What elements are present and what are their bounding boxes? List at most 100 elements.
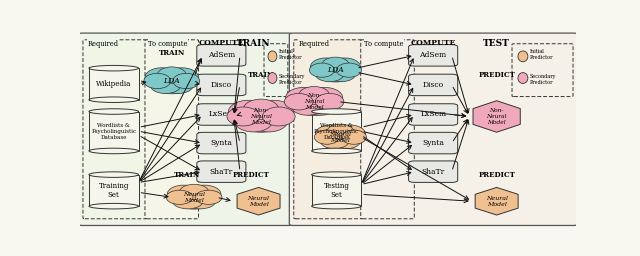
- FancyBboxPatch shape: [312, 175, 361, 206]
- Text: TRAIN: TRAIN: [248, 71, 274, 79]
- Text: LxSem: LxSem: [208, 111, 234, 119]
- Ellipse shape: [243, 99, 279, 120]
- Ellipse shape: [89, 172, 138, 177]
- Text: COMPUTE: COMPUTE: [410, 39, 456, 47]
- Text: LxSem: LxSem: [420, 111, 446, 119]
- Text: LDA: LDA: [327, 66, 344, 74]
- Ellipse shape: [195, 190, 222, 204]
- FancyBboxPatch shape: [89, 112, 138, 151]
- Ellipse shape: [227, 107, 260, 126]
- FancyBboxPatch shape: [408, 74, 458, 96]
- Ellipse shape: [228, 100, 269, 124]
- Ellipse shape: [166, 190, 193, 204]
- Text: ShaTr: ShaTr: [210, 168, 233, 176]
- Text: Wordlists &
Psycholinguistic
Database: Wordlists & Psycholinguistic Database: [92, 123, 136, 140]
- FancyBboxPatch shape: [294, 40, 362, 219]
- Ellipse shape: [253, 100, 294, 124]
- FancyBboxPatch shape: [89, 68, 138, 100]
- Text: Neural
Model: Neural Model: [248, 196, 269, 207]
- Ellipse shape: [89, 109, 138, 114]
- Text: To compute: To compute: [364, 40, 404, 48]
- Polygon shape: [473, 101, 520, 132]
- Ellipse shape: [304, 96, 337, 115]
- Text: Testing
Set: Testing Set: [323, 182, 349, 199]
- Ellipse shape: [89, 66, 138, 71]
- FancyBboxPatch shape: [83, 40, 147, 219]
- Ellipse shape: [327, 124, 354, 140]
- Text: Initial
Predictor: Initial Predictor: [278, 49, 302, 60]
- Ellipse shape: [312, 204, 361, 209]
- FancyBboxPatch shape: [408, 161, 458, 183]
- Text: Disco: Disco: [211, 81, 232, 89]
- Ellipse shape: [150, 68, 194, 94]
- Ellipse shape: [180, 184, 209, 200]
- Ellipse shape: [89, 148, 138, 154]
- Polygon shape: [237, 187, 280, 215]
- Text: Synta: Synta: [422, 139, 444, 147]
- Ellipse shape: [320, 132, 349, 149]
- Polygon shape: [475, 187, 518, 215]
- Text: Neural
Model: Neural Model: [486, 196, 508, 207]
- Text: ShaTr: ShaTr: [422, 168, 445, 176]
- Text: PREDICT: PREDICT: [478, 71, 515, 79]
- Text: Initial
Predictor: Initial Predictor: [530, 49, 554, 60]
- Ellipse shape: [319, 125, 361, 149]
- Ellipse shape: [332, 132, 361, 149]
- Ellipse shape: [285, 88, 321, 108]
- Ellipse shape: [163, 76, 194, 93]
- Ellipse shape: [172, 192, 204, 209]
- FancyBboxPatch shape: [264, 44, 288, 97]
- Text: Secondary
Predictor: Secondary Predictor: [530, 74, 556, 85]
- Ellipse shape: [89, 97, 138, 102]
- FancyBboxPatch shape: [361, 40, 414, 219]
- Ellipse shape: [322, 57, 349, 72]
- Ellipse shape: [145, 68, 179, 87]
- Ellipse shape: [291, 88, 338, 115]
- Text: Training
Set: Training Set: [99, 182, 129, 199]
- FancyBboxPatch shape: [197, 104, 246, 125]
- Ellipse shape: [299, 87, 330, 104]
- Ellipse shape: [173, 73, 200, 89]
- Ellipse shape: [307, 88, 342, 108]
- Ellipse shape: [284, 93, 313, 110]
- Text: To compute: To compute: [148, 40, 188, 48]
- Text: LDA: LDA: [163, 77, 180, 85]
- Ellipse shape: [342, 130, 367, 144]
- Text: Disco: Disco: [422, 81, 444, 89]
- Text: TRAIN: TRAIN: [237, 39, 271, 48]
- Text: Wikipedia: Wikipedia: [96, 80, 131, 88]
- Ellipse shape: [310, 58, 342, 76]
- Text: PREDICT: PREDICT: [478, 171, 515, 179]
- Text: TRAIN: TRAIN: [173, 171, 200, 179]
- Ellipse shape: [312, 109, 361, 114]
- Text: Required: Required: [298, 40, 329, 48]
- Ellipse shape: [314, 130, 339, 144]
- Ellipse shape: [250, 110, 288, 132]
- Ellipse shape: [157, 67, 186, 83]
- Text: Non-
Neural
Model: Non- Neural Model: [250, 108, 272, 125]
- Ellipse shape: [268, 73, 277, 83]
- Text: Non-
Neural
Model: Non- Neural Model: [304, 93, 324, 110]
- Ellipse shape: [89, 204, 138, 209]
- Text: AdSem: AdSem: [420, 51, 447, 59]
- Ellipse shape: [291, 96, 324, 115]
- Ellipse shape: [262, 107, 295, 126]
- Ellipse shape: [312, 172, 361, 177]
- Text: TEST: TEST: [483, 39, 510, 48]
- FancyBboxPatch shape: [408, 132, 458, 154]
- Text: Neural
Model: Neural Model: [183, 192, 205, 203]
- FancyBboxPatch shape: [408, 45, 458, 66]
- Text: Synta: Synta: [211, 139, 232, 147]
- Ellipse shape: [234, 110, 273, 132]
- FancyBboxPatch shape: [289, 33, 577, 226]
- Text: TRAIN: TRAIN: [159, 49, 185, 57]
- Ellipse shape: [337, 63, 362, 77]
- Text: Secondary
Predictor: Secondary Predictor: [278, 74, 305, 85]
- FancyBboxPatch shape: [408, 104, 458, 125]
- Text: Wordlists &
Psycholinguistic
Database: Wordlists & Psycholinguistic Database: [314, 123, 359, 140]
- Ellipse shape: [312, 148, 361, 154]
- Ellipse shape: [172, 185, 216, 209]
- Text: AdSem: AdSem: [208, 51, 235, 59]
- Text: Non-
Neural
Model: Non- Neural Model: [486, 108, 507, 125]
- Ellipse shape: [268, 51, 277, 62]
